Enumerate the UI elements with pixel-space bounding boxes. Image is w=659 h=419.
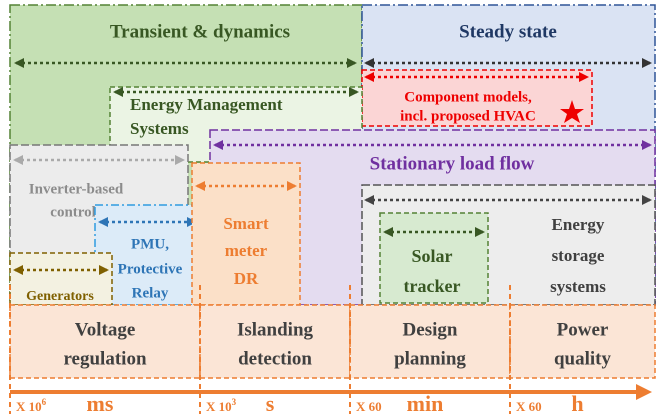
application-box [199, 304, 351, 379]
storage-label: storage [552, 246, 605, 265]
application-label: Power [557, 319, 609, 340]
time-unit: min [407, 391, 444, 416]
pmu-label: Relay [132, 285, 169, 301]
smart-meter-label: DR [234, 269, 259, 288]
scale-factor: X 106 [16, 397, 47, 414]
application-box [9, 304, 201, 379]
solar-label: Solar [411, 246, 452, 266]
time-unit: s [266, 391, 275, 416]
storage-label: Energy [552, 215, 605, 234]
transient-label: Transient & dynamics [110, 21, 290, 42]
inverter-label: Inverter-based [29, 181, 124, 197]
load-flow-label: Stationary load flow [370, 153, 535, 174]
application-box [509, 304, 656, 379]
inverter-label: controls [50, 204, 102, 220]
pmu-label: PMU, [131, 236, 169, 252]
application-label: Islanding [237, 319, 314, 340]
solar-label: tracker [404, 276, 461, 296]
generators-label: Generators [26, 289, 94, 304]
application-label: Design [403, 319, 458, 340]
scale-factor: X 60 [516, 399, 542, 414]
scale-factor: X 60 [356, 399, 382, 414]
time-unit: ms [87, 391, 114, 416]
scale-factor: X 103 [206, 397, 237, 414]
component-label: incl. proposed HVAC [400, 108, 536, 124]
time-unit: h [571, 391, 583, 416]
pmu-label: Protective [118, 261, 183, 277]
smart-meter-label: meter [225, 241, 268, 260]
star-icon [560, 100, 584, 123]
ems-label: Energy Management [130, 95, 283, 114]
application-label: regulation [63, 348, 146, 369]
application-label: planning [394, 348, 466, 369]
smart-meter-label: Smart [223, 214, 269, 233]
generators-box [9, 252, 113, 306]
timescale: X 106 ms X 103 s X 60 min X 60 h [9, 285, 584, 416]
steady-label: Steady state [459, 21, 557, 42]
application-label: Voltage [75, 319, 136, 340]
storage-label: systems [550, 277, 606, 296]
ems-label: Systems [130, 119, 189, 138]
component-label: Component models, [404, 89, 532, 105]
applications: Voltage regulation Islanding detection Desig… [9, 304, 656, 379]
application-label: detection [238, 348, 312, 369]
application-box [349, 304, 511, 379]
application-label: quality [554, 348, 612, 369]
